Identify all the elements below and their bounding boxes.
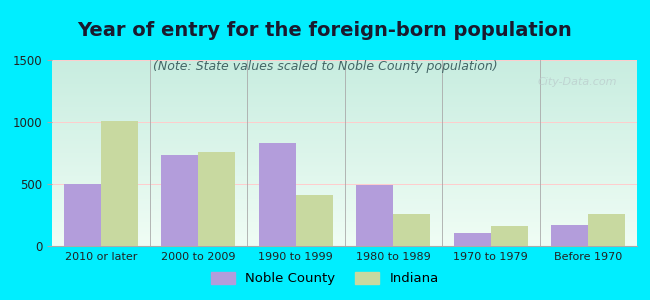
Bar	[356, 185, 393, 246]
Bar	[161, 155, 198, 246]
Text: Year of entry for the foreign-born population: Year of entry for the foreign-born popul…	[77, 21, 573, 40]
Bar	[296, 195, 333, 246]
Bar	[588, 214, 625, 246]
Bar	[393, 214, 430, 246]
Bar	[491, 226, 528, 246]
Bar	[551, 225, 588, 246]
Bar	[101, 121, 138, 246]
Text: (Note: State values scaled to Noble County population): (Note: State values scaled to Noble Coun…	[153, 60, 497, 73]
Bar	[64, 184, 101, 246]
Bar	[454, 233, 491, 246]
Bar	[198, 152, 235, 246]
Legend: Noble County, Indiana: Noble County, Indiana	[206, 266, 444, 290]
Text: City-Data.com: City-Data.com	[538, 77, 617, 87]
Bar	[259, 143, 296, 246]
